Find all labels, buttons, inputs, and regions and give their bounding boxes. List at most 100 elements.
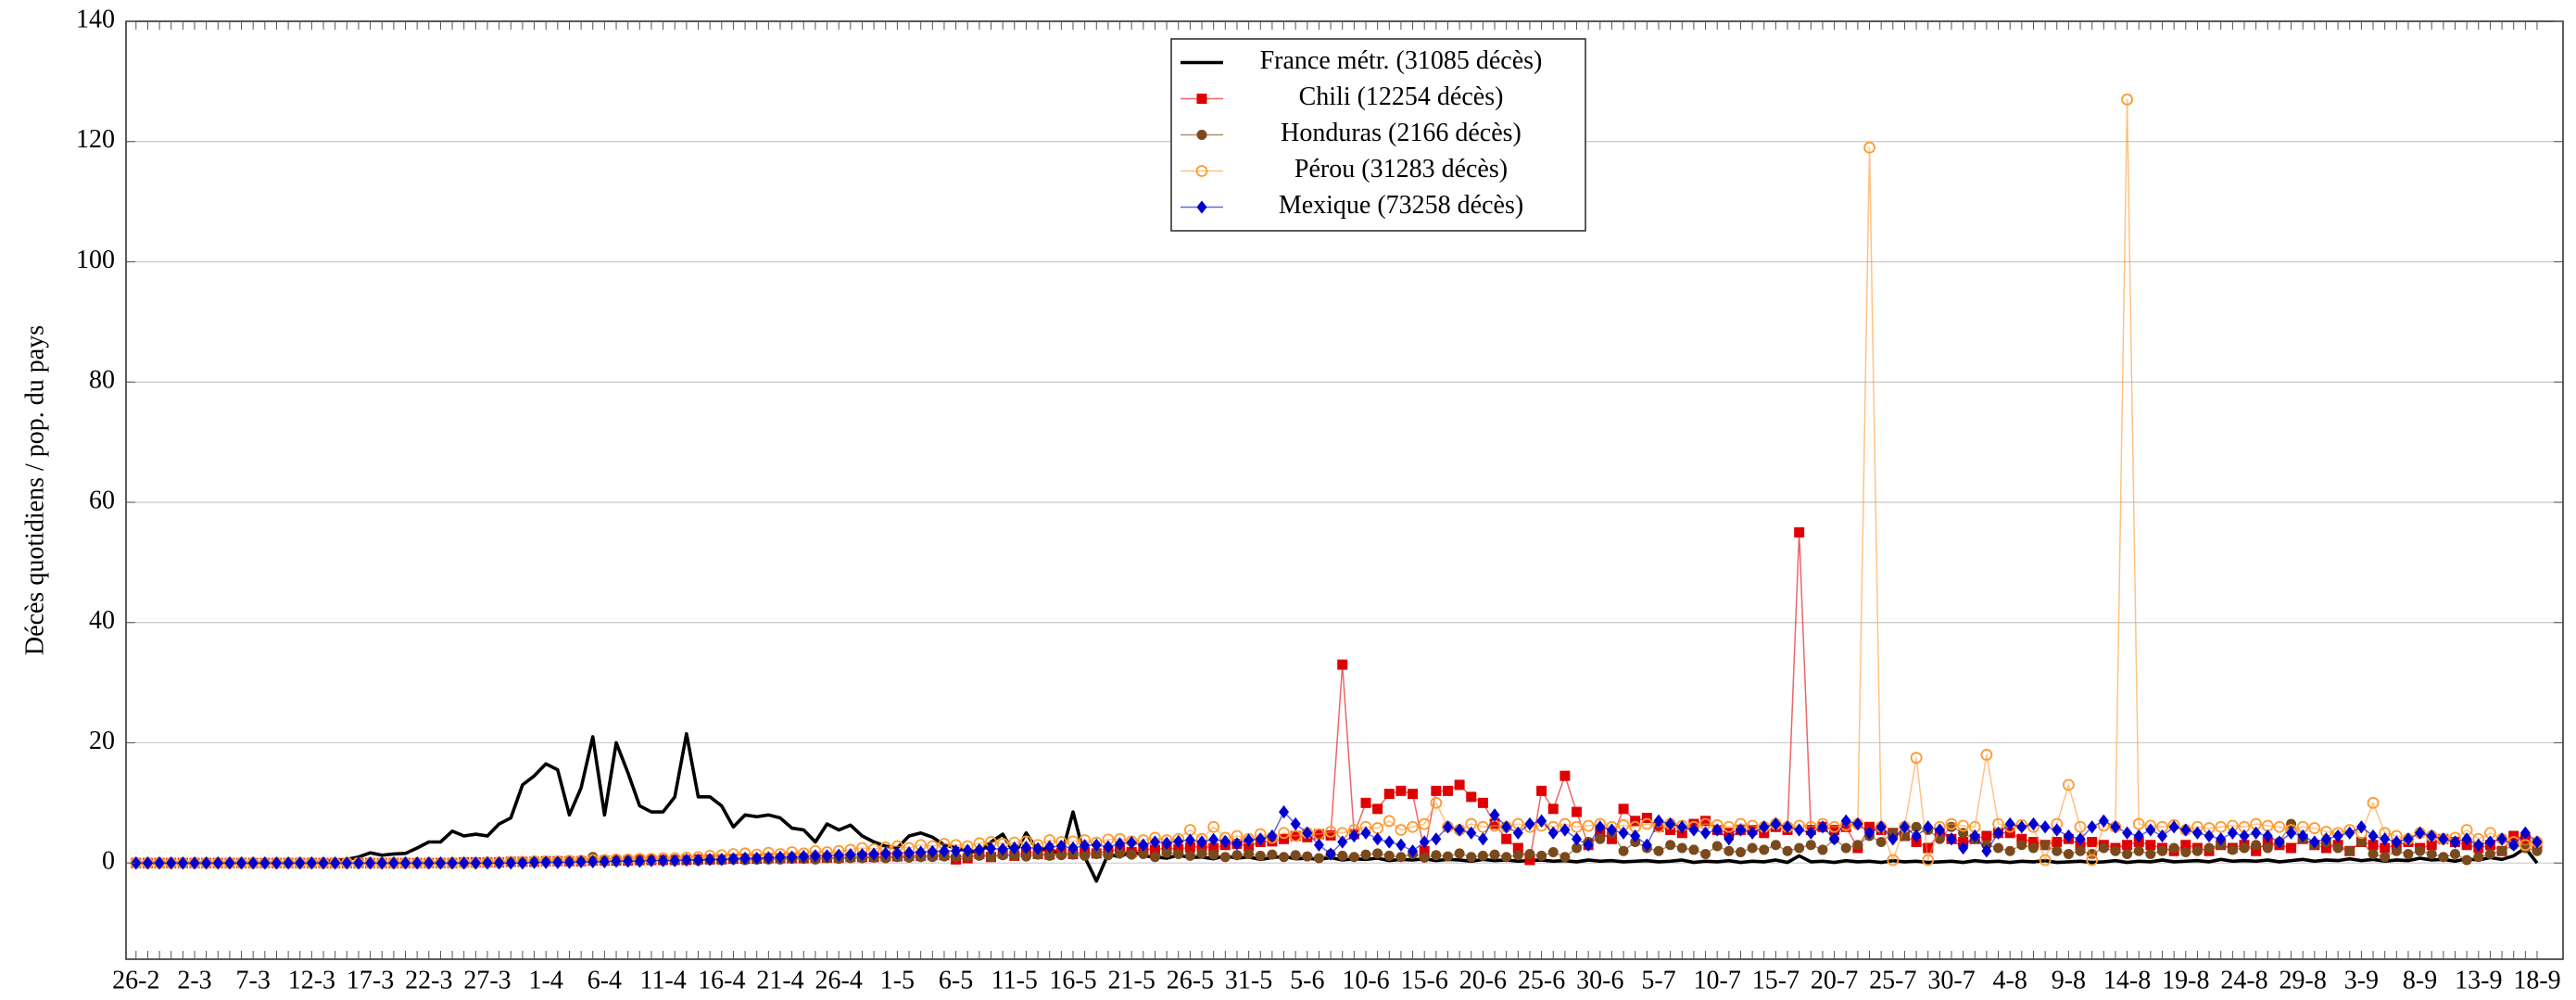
marker	[1910, 752, 1923, 765]
marker	[2368, 840, 2379, 851]
x-tick-label: 20-7	[1811, 966, 1858, 994]
marker	[787, 850, 798, 864]
marker	[2168, 820, 2179, 834]
marker	[212, 856, 223, 870]
marker	[166, 856, 177, 870]
marker	[1149, 852, 1160, 863]
axis-layer: 0 20 40 60 80 100 120 140 26-2 2-3 7-3 12-3 17-3 22-3…	[76, 5, 2563, 994]
marker	[2027, 842, 2039, 854]
marker	[2355, 820, 2367, 834]
marker	[1618, 804, 1629, 815]
marker	[2027, 837, 2039, 847]
marker	[2075, 832, 2086, 846]
marker	[1208, 842, 1219, 854]
marker	[962, 843, 973, 857]
marker	[1512, 850, 1523, 861]
x-tick-label: 9-8	[2052, 966, 2086, 994]
marker	[1676, 820, 1687, 834]
marker	[1700, 826, 1711, 840]
marker	[2461, 832, 2472, 846]
marker	[2075, 845, 2086, 856]
marker	[2052, 845, 2063, 856]
marker	[1512, 842, 1523, 854]
marker	[646, 854, 657, 867]
marker	[1055, 850, 1067, 861]
marker	[1618, 826, 1629, 840]
marker	[1419, 852, 1430, 863]
x-tick-label: 30-7	[1927, 966, 1975, 994]
marker	[447, 856, 458, 870]
marker	[517, 856, 528, 870]
marker	[1665, 840, 1676, 851]
marker	[2180, 847, 2191, 858]
marker	[400, 856, 411, 870]
marker	[2332, 829, 2343, 843]
marker	[1231, 850, 1243, 861]
x-tick-label: 26-2	[112, 966, 159, 994]
marker	[1020, 841, 1031, 854]
marker	[2239, 829, 2250, 843]
marker	[1724, 845, 1735, 856]
marker	[435, 856, 446, 870]
marker	[1419, 835, 1430, 849]
marker	[1923, 842, 1934, 854]
y-tick-label: 40	[89, 606, 115, 635]
x-tick-label: 21-5	[1108, 966, 1155, 994]
marker	[1009, 841, 1020, 855]
y-tick-label: 20	[89, 727, 115, 755]
x-tick-label: 5-7	[1641, 966, 1675, 994]
series	[135, 731, 2539, 883]
marker	[247, 856, 259, 870]
marker	[1875, 837, 1887, 847]
marker	[1337, 850, 1348, 861]
marker	[1454, 779, 1465, 791]
marker	[540, 855, 551, 869]
marker	[1969, 829, 1980, 843]
x-tick-label: 6-4	[587, 966, 622, 994]
marker	[1195, 165, 1208, 177]
marker	[1934, 833, 1945, 844]
marker	[2157, 845, 2168, 856]
marker	[1302, 826, 1313, 840]
x-tick-label: 3-9	[2344, 966, 2379, 994]
marker	[2519, 839, 2532, 852]
marker	[1442, 785, 1453, 796]
marker	[1864, 826, 1875, 840]
marker	[1477, 797, 1488, 808]
marker	[2227, 844, 2238, 855]
marker	[986, 842, 997, 855]
marker	[1852, 816, 1863, 831]
x-tick-label: 31-5	[1225, 966, 1272, 994]
marker	[1442, 820, 1453, 834]
marker	[1279, 804, 1290, 819]
marker	[529, 855, 540, 869]
marker	[2004, 828, 2015, 839]
marker	[2098, 842, 2109, 854]
marker	[1653, 814, 1664, 828]
y-tick-label: 60	[89, 486, 115, 514]
marker	[2297, 829, 2308, 843]
marker	[1383, 835, 1395, 849]
marker	[1571, 820, 1583, 833]
marker	[2016, 833, 2027, 844]
marker	[1255, 850, 1266, 861]
marker	[810, 849, 821, 863]
marker	[388, 856, 399, 870]
marker	[575, 854, 587, 869]
marker	[2203, 842, 2215, 854]
marker	[1337, 659, 1348, 670]
marker	[1524, 848, 1535, 859]
marker	[1442, 851, 1453, 862]
marker	[1840, 842, 1851, 854]
marker	[470, 856, 481, 870]
marker	[2133, 845, 2144, 856]
marker	[1044, 850, 1055, 861]
x-tick-label: 19-8	[2162, 966, 2209, 994]
marker	[1279, 852, 1290, 863]
marker	[1934, 823, 1945, 837]
marker	[1126, 835, 1137, 850]
marker	[1794, 526, 1805, 538]
marker	[1711, 823, 1723, 837]
marker	[2426, 829, 2437, 843]
marker	[1618, 845, 1629, 856]
